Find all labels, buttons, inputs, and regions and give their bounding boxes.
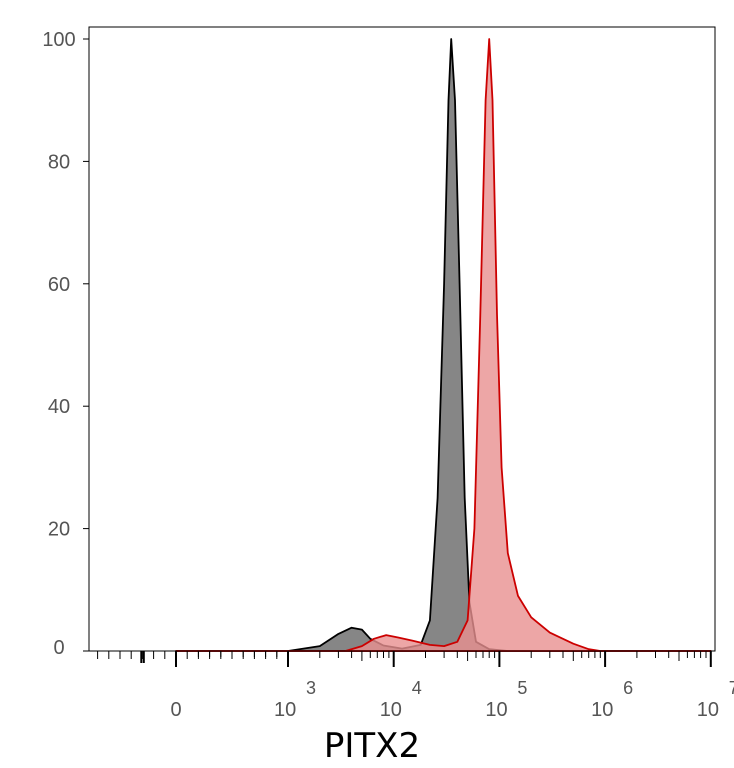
x-tick-exponent: 5 — [517, 678, 527, 698]
x-tick-exponent: 4 — [412, 678, 422, 698]
x-axis-title: PITX2 — [324, 726, 420, 766]
y-tick-label: 80 — [48, 151, 70, 173]
x-tick-label: 10 — [274, 699, 296, 721]
y-tick-label: 60 — [48, 274, 70, 296]
series-2-area — [175, 38, 712, 652]
x-tick-exponent: 6 — [623, 678, 633, 698]
series-1-area — [175, 38, 712, 652]
y-tick-label: 20 — [48, 519, 70, 541]
x-tick-label: 10 — [591, 699, 613, 721]
plot-frame — [88, 26, 716, 652]
plot-series — [175, 38, 712, 652]
x-tick-label: 10 — [485, 699, 507, 721]
x-tick-label: 10 — [697, 699, 719, 721]
y-tick-label: 100 — [42, 29, 75, 51]
x-tick-exponent: 3 — [306, 678, 316, 698]
y-tick-label: 0 — [53, 637, 64, 659]
y-axis-ticks: 0 20 40 60 80 100 — [42, 29, 89, 659]
x-axis-minor-ticks — [97, 651, 707, 663]
x-axis-ticks: 0 10 3 10 4 10 5 10 6 10 7 — [170, 651, 734, 721]
x-tick-label: 0 — [170, 699, 181, 721]
x-tick-label: 10 — [380, 699, 402, 721]
y-tick-label: 40 — [48, 396, 70, 418]
x-tick-exponent: 7 — [729, 678, 734, 698]
